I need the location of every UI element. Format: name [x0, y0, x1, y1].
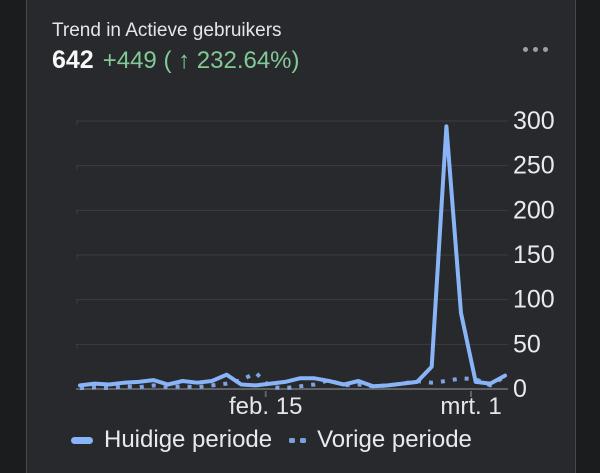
horizontal-ellipsis-icon [522, 46, 528, 52]
horizontal-ellipsis-icon [542, 46, 548, 52]
metric-delta: +449 ( ↑ 232.64%) [102, 47, 300, 74]
y-axis-label: 100 [513, 286, 555, 314]
solid-line-swatch-icon [71, 436, 93, 444]
y-axis-label: 50 [513, 330, 541, 358]
metric-row: 642 +449 ( ↑ 232.64%) [52, 46, 300, 75]
y-axis-label: 250 [513, 152, 555, 180]
chart-legend: Huidige periode Vorige periode [71, 426, 472, 454]
chart-plot-area[interactable] [80, 110, 505, 391]
y-axis-label: 300 [513, 107, 555, 135]
x-axis-label: feb. 15 [229, 393, 302, 420]
dotted-line-swatch-icon [289, 437, 307, 443]
x-axis-label: mrt. 1 [440, 393, 501, 420]
legend-label: Vorige periode [317, 426, 472, 453]
card-title: Trend in Actieve gebruikers [52, 20, 282, 41]
y-axis-label: 0 [513, 375, 527, 403]
horizontal-ellipsis-icon [532, 46, 538, 52]
y-axis-label: 150 [513, 241, 555, 269]
legend-item-current[interactable]: Huidige periode [71, 426, 272, 454]
trend-card[interactable]: Trend in Actieve gebruikers 642 +449 ( ↑… [26, 0, 576, 473]
legend-item-previous[interactable]: Vorige periode [289, 426, 472, 454]
trend-line-chart: 0 50 100 150 200 250 300 feb. 15 mrt. 1 [76, 107, 555, 420]
overflow-menu-button[interactable] [513, 36, 557, 62]
legend-label: Huidige periode [104, 426, 273, 453]
current-period-line[interactable] [78, 124, 507, 389]
metric-value: 642 [52, 46, 94, 74]
y-axis-label: 200 [513, 196, 555, 224]
